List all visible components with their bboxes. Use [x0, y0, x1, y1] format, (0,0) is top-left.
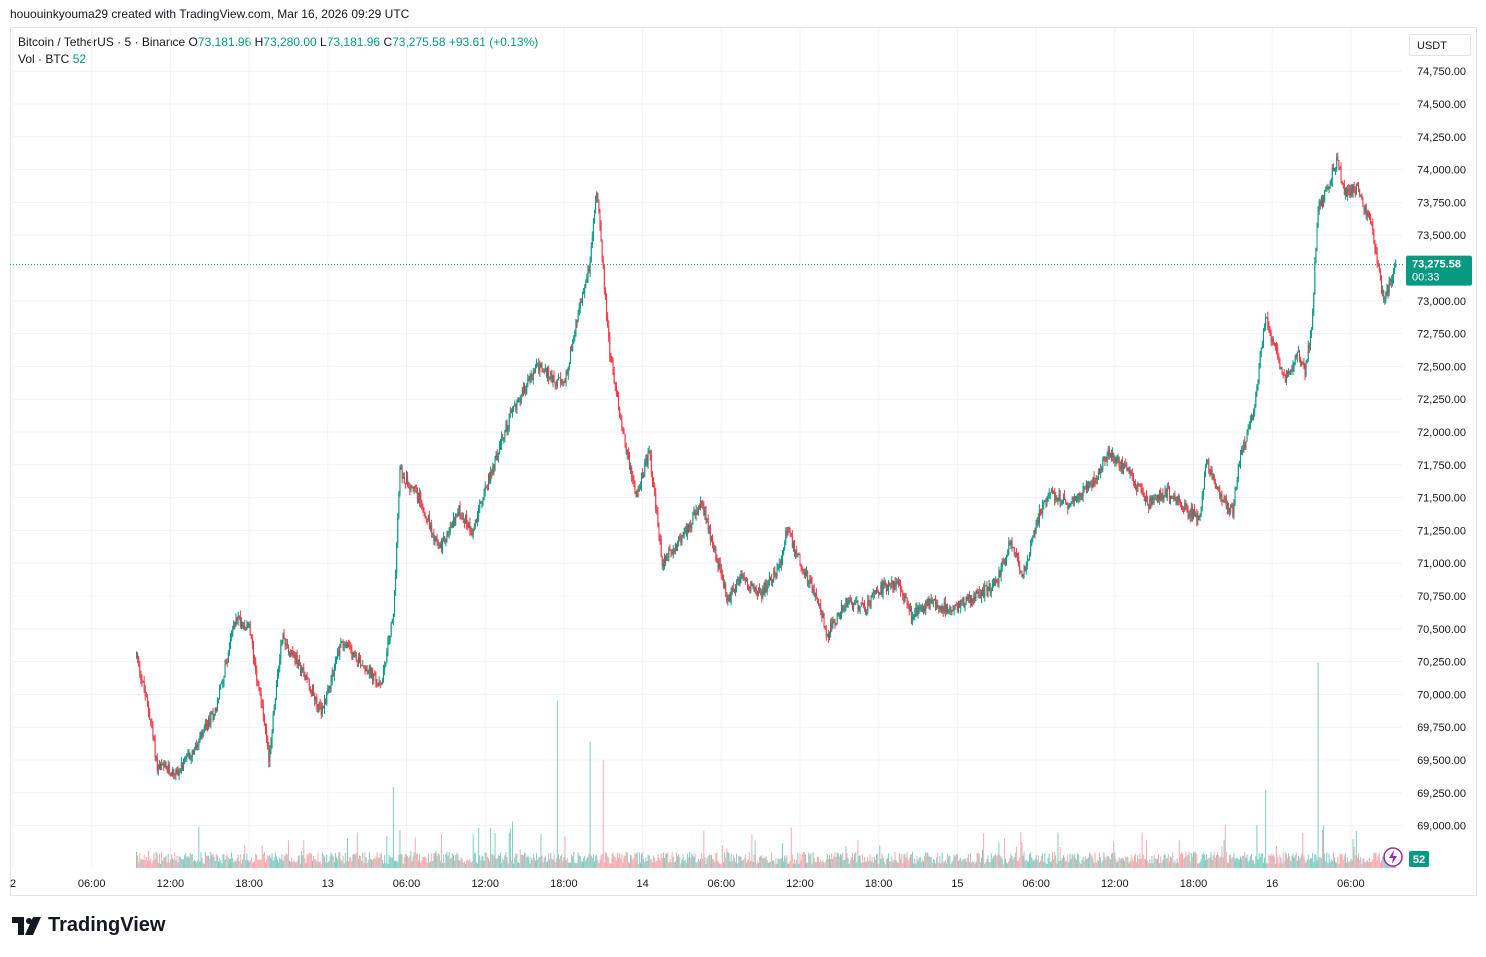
volume-label[interactable]: Vol · BTC	[18, 52, 70, 66]
high-value: 73,280.00	[263, 35, 317, 49]
low-label: L	[320, 35, 327, 49]
symbol-label[interactable]: Bitcoin / TetherUS · 5 · Binance	[18, 35, 186, 49]
open-value: 73,181.96	[197, 35, 252, 49]
volume-row: Vol · BTC 52	[18, 51, 538, 68]
low-value: 73,181.96	[326, 35, 381, 49]
volume-value: 52	[72, 52, 87, 66]
chart-panel[interactable]	[10, 27, 1477, 896]
tradingview-logo[interactable]: TradingView	[12, 914, 165, 937]
close-label: C	[383, 35, 393, 49]
tradingview-logo-icon	[12, 916, 41, 935]
tradingview-logo-text: TradingView	[48, 914, 166, 936]
attribution-text: hououinkyouma29 created with TradingView…	[10, 7, 410, 21]
ohlc-row: Bitcoin / TetherUS · 5 · Binance O73,181…	[18, 34, 538, 51]
close-value: 73,275.58	[392, 35, 446, 49]
currency-selector[interactable]: USDT	[1409, 34, 1471, 56]
high-label: H	[254, 35, 264, 49]
symbol-legend: Bitcoin / TetherUS · 5 · Binance O73,181…	[18, 34, 538, 68]
change-value: +93.61 (+0.13%)	[448, 35, 539, 49]
open-label: O	[188, 35, 198, 49]
